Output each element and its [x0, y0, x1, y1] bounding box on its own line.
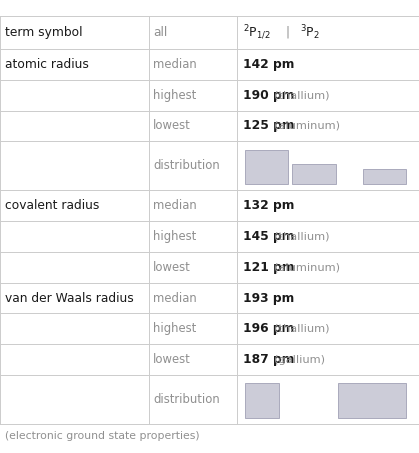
Text: lowest: lowest — [153, 353, 191, 366]
Text: median: median — [153, 199, 197, 212]
Text: 196 pm: 196 pm — [243, 323, 294, 335]
Text: all: all — [153, 26, 167, 39]
Text: highest: highest — [153, 230, 196, 243]
Text: 121 pm: 121 pm — [243, 261, 295, 274]
Text: 187 pm: 187 pm — [243, 353, 295, 366]
Text: |: | — [285, 26, 289, 39]
Text: $^2\mathrm{P}_{1/2}$: $^2\mathrm{P}_{1/2}$ — [243, 23, 271, 42]
Bar — [245, 383, 279, 418]
Text: median: median — [153, 292, 197, 304]
Text: 145 pm: 145 pm — [243, 230, 295, 243]
Text: 142 pm: 142 pm — [243, 58, 295, 71]
Bar — [245, 149, 288, 184]
Text: (thallium): (thallium) — [274, 90, 329, 100]
Text: $^3\mathrm{P}_2$: $^3\mathrm{P}_2$ — [300, 23, 320, 42]
Text: distribution: distribution — [153, 393, 220, 406]
Text: 193 pm: 193 pm — [243, 292, 294, 304]
Text: term symbol: term symbol — [5, 26, 83, 39]
Text: covalent radius: covalent radius — [5, 199, 99, 212]
Bar — [292, 164, 336, 184]
Bar — [338, 383, 406, 418]
Bar — [363, 169, 406, 184]
Text: (aluminum): (aluminum) — [274, 121, 340, 131]
Text: 190 pm: 190 pm — [243, 89, 295, 101]
Text: (electronic ground state properties): (electronic ground state properties) — [5, 431, 199, 441]
Text: atomic radius: atomic radius — [5, 58, 89, 71]
Text: (thallium): (thallium) — [274, 231, 329, 241]
Text: (thallium): (thallium) — [274, 324, 329, 334]
Text: (aluminum): (aluminum) — [274, 262, 340, 272]
Text: highest: highest — [153, 323, 196, 335]
Text: median: median — [153, 58, 197, 71]
Text: lowest: lowest — [153, 261, 191, 274]
Text: 125 pm: 125 pm — [243, 120, 295, 132]
Text: (gallium): (gallium) — [274, 355, 325, 365]
Text: lowest: lowest — [153, 120, 191, 132]
Text: van der Waals radius: van der Waals radius — [5, 292, 134, 304]
Text: highest: highest — [153, 89, 196, 101]
Text: distribution: distribution — [153, 159, 220, 172]
Text: 132 pm: 132 pm — [243, 199, 295, 212]
